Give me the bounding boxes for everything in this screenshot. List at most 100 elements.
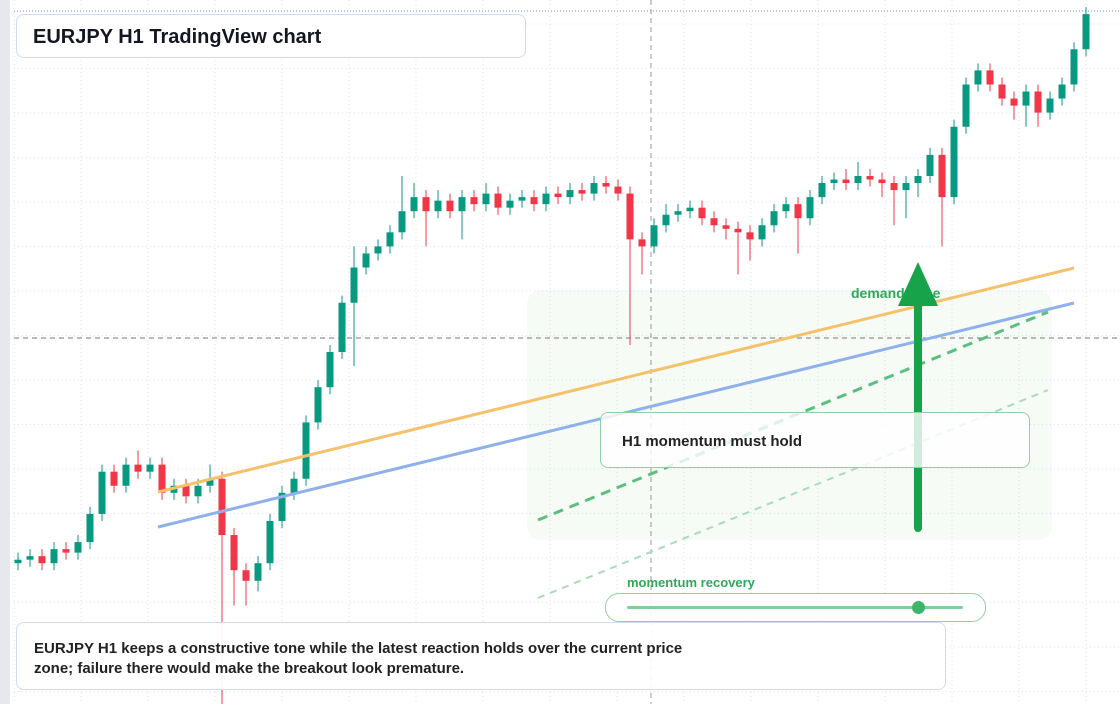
candle-body	[506, 200, 514, 208]
candle-body	[386, 232, 394, 247]
candle-body	[674, 211, 682, 215]
candle-body	[458, 197, 466, 212]
candle-body	[290, 478, 298, 493]
arrow-head	[898, 262, 938, 306]
candle-body	[182, 485, 190, 497]
candle-body	[434, 200, 442, 212]
candle-body	[902, 183, 910, 191]
side-strip	[0, 0, 10, 704]
candle-body	[266, 520, 274, 564]
candle-body	[602, 183, 610, 187]
candle-body	[38, 556, 46, 564]
candle-body	[578, 190, 586, 194]
candle-body	[110, 471, 118, 486]
candle-body	[650, 225, 658, 247]
candle-body	[122, 464, 130, 486]
candle-body	[986, 70, 994, 85]
candle-body	[542, 193, 550, 205]
candle-body	[794, 204, 802, 219]
candle-body	[1070, 49, 1078, 85]
candle-body	[1034, 91, 1042, 113]
candle-body	[218, 478, 226, 536]
candle-body	[206, 478, 214, 486]
candle-body	[158, 464, 166, 493]
candle-body	[806, 197, 814, 219]
candle-body	[698, 207, 706, 219]
candle-body	[74, 542, 82, 553]
candle-body	[374, 246, 382, 254]
candle-body	[962, 84, 970, 127]
candle-body	[938, 154, 946, 198]
candle-body	[710, 218, 718, 226]
slider-label: momentum recovery	[627, 575, 755, 590]
callout: H1 momentum must hold	[622, 433, 803, 450]
candle-body	[446, 200, 454, 212]
candle-body	[950, 126, 958, 198]
candle-body	[14, 559, 22, 564]
candle-body	[1010, 98, 1018, 106]
candle-body	[230, 535, 238, 571]
candle-body	[482, 193, 490, 205]
candle-body	[854, 176, 862, 184]
candle-body	[746, 232, 754, 240]
candle-body	[470, 197, 478, 205]
candle-body	[830, 179, 838, 184]
candle-body	[554, 193, 562, 198]
candle-body	[254, 563, 262, 581]
candle-body	[1022, 91, 1030, 106]
candle-body	[494, 193, 502, 208]
title: EURJPY H1 TradingView chart	[33, 26, 322, 48]
candle-body	[842, 179, 850, 184]
candle-body	[566, 190, 574, 198]
candle-body	[758, 225, 766, 240]
candle-body	[422, 197, 430, 212]
candle-body	[686, 207, 694, 212]
candle-body	[782, 204, 790, 212]
candle-body	[278, 492, 286, 521]
candle-body	[146, 464, 154, 472]
candle-body	[242, 570, 250, 581]
candle-body	[626, 193, 634, 240]
candle-body	[662, 214, 670, 226]
candle-body	[350, 267, 358, 303]
candle-body	[770, 211, 778, 226]
candle-body	[338, 302, 346, 352]
candle-body	[314, 387, 322, 423]
candle-body	[134, 464, 142, 472]
candle-body	[890, 183, 898, 191]
candle-body	[878, 179, 886, 184]
candle-body	[614, 186, 622, 194]
candle-body	[638, 239, 646, 247]
candle-body	[866, 176, 874, 180]
candle-body	[26, 556, 34, 560]
candle-body	[974, 70, 982, 85]
candle-body	[722, 225, 730, 229]
callout-box: H1 momentum must hold	[600, 412, 1030, 468]
candle-body	[194, 485, 202, 497]
candle-body	[410, 197, 418, 212]
candle-body	[398, 211, 406, 233]
candle-body	[914, 176, 922, 184]
candle-body	[734, 228, 742, 233]
slider-knob[interactable]	[912, 601, 925, 614]
candle-body	[1058, 84, 1066, 99]
candle-body	[1082, 14, 1090, 50]
candle-body	[998, 84, 1006, 99]
slider-track	[627, 606, 963, 609]
candle-body	[926, 154, 934, 176]
candle-body	[1046, 98, 1054, 113]
candle-body	[50, 549, 58, 564]
title-box: EURJPY H1 TradingView chart	[16, 14, 526, 58]
summary: EURJPY H1 keeps a constructive tone whil…	[34, 640, 683, 677]
summary-box: EURJPY H1 keeps a constructive tone whil…	[16, 622, 946, 690]
candle-body	[326, 352, 334, 388]
candle-body	[530, 197, 538, 205]
candle-body	[302, 422, 310, 479]
slider-box	[605, 593, 986, 622]
candle-body	[86, 513, 94, 543]
candle-body	[98, 471, 106, 514]
candle-body	[362, 253, 370, 268]
candle-body	[518, 197, 526, 201]
candle-body	[818, 183, 826, 198]
